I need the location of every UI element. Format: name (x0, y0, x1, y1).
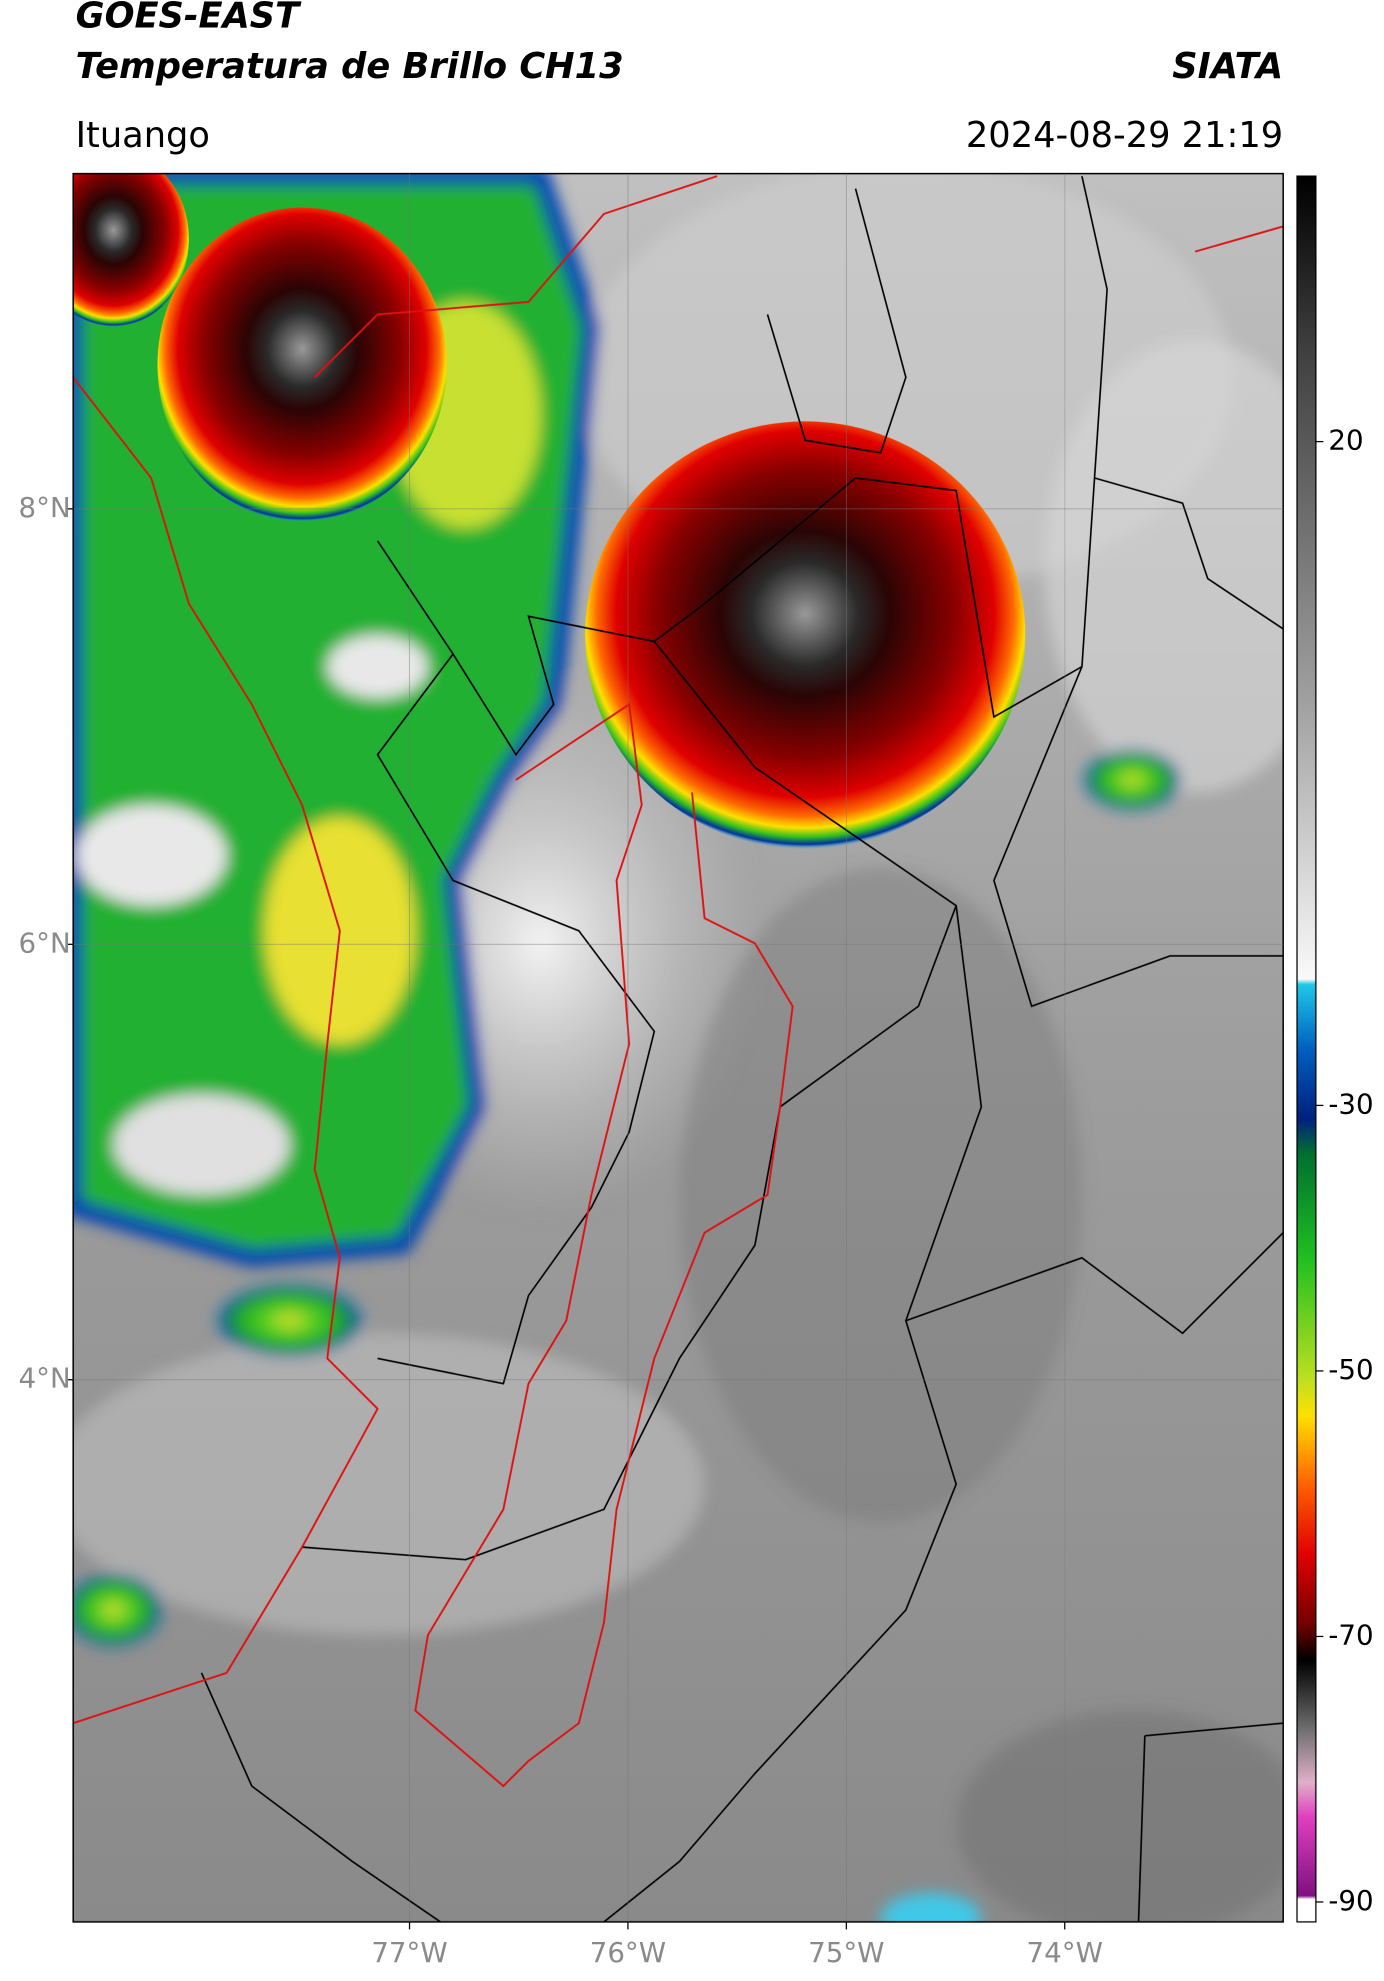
map-frame (72, 172, 1284, 1923)
colorbar-tick-label: -90 (1328, 1884, 1373, 1917)
x-tick-label: 77°W (371, 1936, 447, 1969)
y-tick-label: 4°N (19, 1362, 71, 1395)
x-tick-label: 75°W (808, 1936, 884, 1969)
title: GOES-EAST (76, 0, 302, 37)
colorbar (1296, 175, 1317, 1923)
colorbar-tick-label: 20 (1328, 424, 1363, 457)
map-imagery (73, 173, 1284, 1922)
highlighted-boundary (73, 175, 1284, 1788)
source: SIATA (1172, 46, 1283, 87)
borders (200, 175, 1284, 1922)
subtitle: Temperatura de Brillo CH13 (76, 46, 624, 87)
x-tick-label: 76°W (590, 1936, 666, 1969)
colorbar-tick-label: -50 (1328, 1353, 1373, 1386)
storm-cell (73, 173, 189, 327)
colorbar-tick-label: -30 (1328, 1087, 1373, 1120)
storm-cell (157, 207, 447, 522)
y-tick-label: 6°N (19, 926, 71, 959)
location: Ituango (76, 115, 210, 156)
storm-cell (585, 421, 1026, 849)
x-tick-label: 74°W (1027, 1936, 1103, 1969)
y-tick-label: 8°N (19, 491, 71, 524)
colorbar-tick-label: -70 (1328, 1618, 1373, 1651)
timestamp: 2024-08-29 21:19 (966, 115, 1283, 156)
